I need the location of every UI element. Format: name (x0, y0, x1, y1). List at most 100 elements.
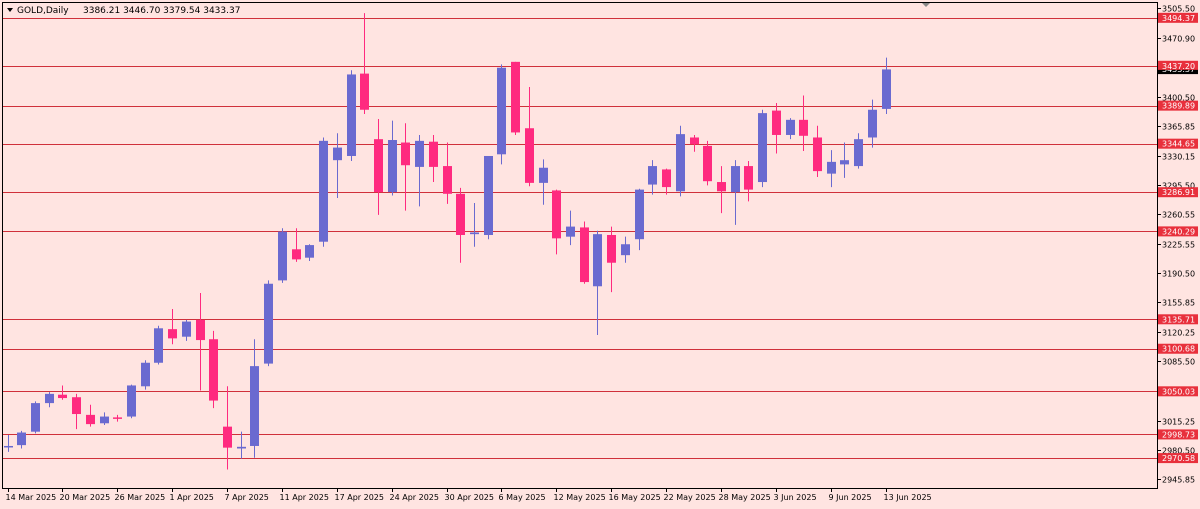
candle (827, 150, 836, 188)
level-label-bg (1158, 187, 1198, 198)
candle-body (100, 416, 109, 424)
level-label: 3050.03 (1162, 387, 1195, 396)
candle (182, 319, 191, 341)
x-tick-label: 20 Mar 2025 (60, 493, 111, 502)
candle-body (882, 69, 891, 109)
x-tick-label: 9 Jun 2025 (829, 493, 872, 502)
candle (648, 160, 657, 195)
chart-header: GOLD,Daily 3386.21 3446.70 3379.54 3433.… (7, 6, 240, 16)
candle (168, 308, 177, 345)
candle-body (4, 445, 13, 448)
candle-body (566, 226, 575, 237)
level-label-bg (1158, 138, 1198, 149)
candle-body (868, 109, 877, 138)
candle (552, 189, 561, 255)
level-label: 3240.29 (1162, 227, 1195, 236)
candle (539, 159, 548, 205)
level-label: 3100.68 (1162, 345, 1195, 354)
candle (882, 57, 891, 114)
candle (388, 120, 397, 196)
x-tick-label: 30 Apr 2025 (445, 493, 494, 502)
candle-body (278, 231, 287, 281)
candle (292, 228, 301, 262)
candle-body (552, 190, 561, 239)
candle (58, 385, 67, 400)
candle (141, 360, 150, 390)
level-label: 3494.37 (1162, 14, 1195, 23)
level-label-bg (1158, 343, 1198, 354)
candle-body (786, 119, 795, 135)
level-label: 3286.91 (1162, 188, 1195, 197)
candle (347, 70, 356, 162)
candle-body (168, 329, 177, 339)
candle-body (319, 140, 328, 242)
candle (264, 280, 273, 367)
candle-body (333, 147, 342, 161)
candle (772, 103, 781, 154)
candle-body (415, 140, 424, 167)
x-tick-label: 6 May 2025 (499, 493, 546, 502)
candle-body (443, 166, 452, 194)
candle-body (72, 397, 81, 415)
candle-body (250, 366, 259, 446)
level-label-bg (1158, 429, 1198, 440)
candle (758, 109, 767, 188)
candle (223, 386, 232, 470)
y-tick-label: 3120.25 (1162, 329, 1195, 338)
y-tick-label: 3330.15 (1162, 153, 1195, 162)
candle-body (17, 432, 26, 446)
y-tick-label: 2945.85 (1162, 476, 1195, 485)
candle-body (607, 234, 616, 263)
candle-body (621, 244, 630, 256)
candle-body (539, 167, 548, 183)
candles (4, 13, 891, 470)
y-tick-label: 3295.50 (1162, 182, 1195, 191)
dropdown-triangle-icon[interactable] (7, 8, 13, 12)
candle-body (497, 67, 506, 155)
candle (209, 330, 218, 409)
candle (840, 142, 849, 178)
candle-body (401, 142, 410, 166)
candle-body (799, 119, 808, 136)
candle-body (772, 110, 781, 135)
candle (360, 13, 369, 114)
x-tick-label: 17 Apr 2025 (335, 493, 384, 502)
candle (593, 230, 602, 336)
level-label: 3437.20 (1162, 62, 1195, 71)
candle (621, 236, 630, 263)
candle-body (456, 193, 465, 235)
candle-body (511, 61, 520, 133)
candle (703, 140, 712, 186)
candle-body (854, 139, 863, 167)
candle-body (196, 319, 205, 341)
candle (717, 166, 726, 214)
candle-body (662, 169, 671, 188)
candle (470, 203, 479, 247)
candle (45, 392, 54, 408)
candle (456, 187, 465, 263)
candle (690, 134, 699, 152)
candle-body (388, 140, 397, 193)
x-tick-label: 28 May 2025 (719, 493, 771, 502)
candle (278, 228, 287, 283)
y-tick-label: 3155.85 (1162, 299, 1195, 308)
level-label: 3389.89 (1162, 102, 1195, 111)
candle-body (86, 414, 95, 425)
candle-body (223, 426, 232, 448)
candle-body (703, 145, 712, 182)
candle (100, 412, 109, 425)
plot-frame (2, 2, 1158, 489)
y-tick-label: 3400.50 (1162, 94, 1195, 103)
ohlc-values: 3386.21 3446.70 3379.54 3433.37 (83, 6, 240, 16)
x-tick-label: 7 Apr 2025 (225, 493, 269, 502)
candle-body (154, 328, 163, 363)
candle (607, 226, 616, 293)
candle (401, 123, 410, 211)
candle-body (676, 134, 685, 192)
candle-body (58, 394, 67, 399)
level-label: 3344.65 (1162, 140, 1195, 149)
chart-shift-marker-icon[interactable] (922, 3, 930, 7)
x-tick-label: 24 Apr 2025 (390, 493, 439, 502)
level-label-bg (1158, 314, 1198, 325)
